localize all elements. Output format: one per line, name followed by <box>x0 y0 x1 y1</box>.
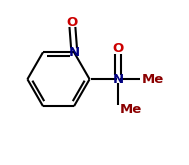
Text: N: N <box>68 46 80 59</box>
Text: O: O <box>113 42 124 55</box>
Text: O: O <box>67 16 78 29</box>
Text: N: N <box>113 73 124 86</box>
Text: Me: Me <box>120 103 142 116</box>
Text: Me: Me <box>142 73 164 86</box>
